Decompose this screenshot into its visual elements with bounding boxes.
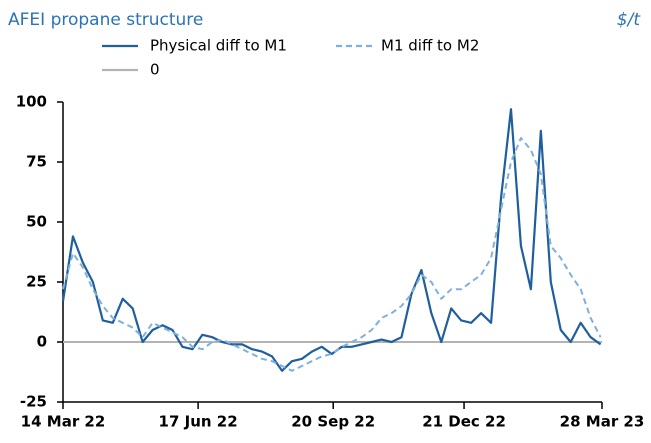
- series-line: [61, 108, 602, 372]
- y-tick-label: 75: [26, 153, 47, 171]
- legend-label: Physical diff to M1: [150, 37, 287, 55]
- y-tick-label: 0: [37, 333, 47, 351]
- x-tick-label: 20 Sep 22: [291, 413, 375, 431]
- legend-label: M1 diff to M2: [381, 37, 479, 55]
- x-tick-label: 17 Jun 22: [159, 413, 238, 431]
- x-tick-label: 28 Mar 23: [560, 413, 645, 431]
- x-tick-label: 14 Mar 22: [21, 413, 106, 431]
- legend-label: 0: [150, 61, 160, 79]
- chart-title: AFEI propane structure: [8, 10, 203, 30]
- unit-label: $/t: [617, 10, 642, 30]
- y-tick-label: 100: [16, 93, 47, 111]
- series-line: [62, 137, 602, 372]
- x-tick-label: 21 Dec 22: [422, 413, 506, 431]
- y-tick-label: 25: [26, 273, 47, 291]
- y-tick-label: 50: [26, 213, 47, 231]
- y-tick-label: -25: [20, 393, 47, 411]
